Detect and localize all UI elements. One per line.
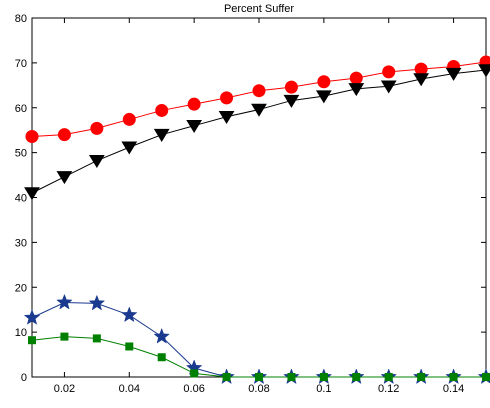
data-point bbox=[190, 369, 199, 378]
data-point bbox=[153, 128, 170, 142]
y-tick-label: 10 bbox=[15, 327, 27, 339]
data-point bbox=[251, 103, 267, 117]
chart-title: Percent Suffer bbox=[224, 3, 294, 15]
data-point bbox=[449, 373, 458, 381]
data-point bbox=[157, 353, 166, 362]
x-tick-label: 0.1 bbox=[316, 383, 331, 395]
y-tick-label: 50 bbox=[15, 148, 27, 160]
data-point bbox=[482, 373, 490, 381]
x-tick-label: 0.12 bbox=[378, 383, 399, 395]
x-tick-label: 0.08 bbox=[248, 383, 269, 395]
data-point bbox=[319, 373, 328, 381]
data-point bbox=[384, 373, 393, 381]
data-point bbox=[417, 373, 426, 381]
data-point bbox=[220, 91, 234, 105]
y-tick-label: 40 bbox=[15, 193, 27, 205]
x-tick-label: 0.04 bbox=[119, 383, 140, 395]
x-tick-label: 0.02 bbox=[54, 383, 75, 395]
x-tick-label: 0.14 bbox=[443, 383, 464, 395]
data-point bbox=[255, 373, 263, 381]
data-point bbox=[284, 80, 298, 94]
data-point bbox=[90, 121, 104, 135]
data-point bbox=[60, 332, 69, 341]
y-tick-label: 80 bbox=[15, 13, 27, 25]
data-point bbox=[28, 336, 36, 345]
y-tick-label: 30 bbox=[15, 237, 27, 249]
data-point bbox=[23, 309, 41, 325]
data-point bbox=[287, 373, 296, 381]
data-point bbox=[348, 83, 365, 97]
data-point bbox=[57, 128, 71, 142]
data-point bbox=[56, 293, 73, 310]
data-point bbox=[122, 112, 136, 126]
data-point bbox=[88, 294, 106, 311]
series-4 bbox=[28, 332, 490, 381]
data-point bbox=[218, 110, 235, 124]
data-point bbox=[187, 97, 201, 111]
y-tick-label: 0 bbox=[21, 372, 27, 384]
data-point bbox=[92, 334, 101, 343]
data-point bbox=[317, 75, 331, 89]
data-point bbox=[153, 327, 170, 344]
data-point bbox=[382, 65, 396, 79]
data-point bbox=[283, 94, 300, 108]
data-point bbox=[380, 80, 397, 94]
y-tick-label: 70 bbox=[15, 58, 27, 70]
data-point bbox=[445, 67, 462, 81]
data-point bbox=[56, 171, 73, 185]
data-point bbox=[186, 119, 203, 133]
data-point bbox=[413, 73, 430, 87]
plot-area bbox=[31, 17, 487, 378]
data-point bbox=[25, 129, 39, 143]
data-point bbox=[252, 84, 266, 98]
data-point bbox=[155, 103, 169, 117]
x-tick-label: 0.06 bbox=[183, 383, 204, 395]
data-point bbox=[315, 90, 332, 104]
data-point bbox=[121, 306, 138, 323]
data-point bbox=[88, 154, 105, 168]
data-point bbox=[125, 342, 134, 351]
data-point bbox=[24, 187, 40, 201]
series-layer bbox=[23, 55, 490, 385]
y-tick-label: 60 bbox=[15, 103, 27, 115]
data-point bbox=[121, 141, 138, 155]
data-point bbox=[352, 373, 361, 381]
data-point bbox=[349, 71, 363, 85]
y-tick-label: 20 bbox=[15, 282, 27, 294]
data-point bbox=[222, 373, 231, 381]
series-2 bbox=[24, 64, 490, 201]
